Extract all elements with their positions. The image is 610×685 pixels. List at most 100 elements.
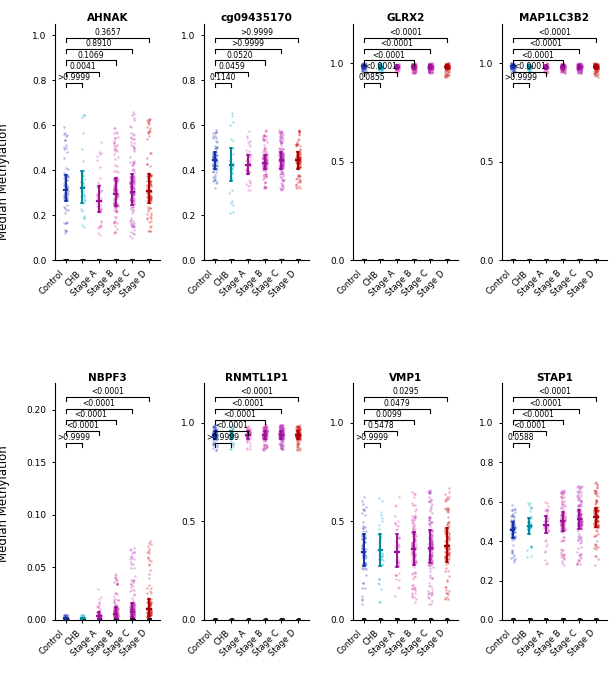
Point xyxy=(558,255,567,266)
Point xyxy=(394,575,404,586)
Point xyxy=(359,559,369,570)
Point xyxy=(424,60,434,71)
Point xyxy=(427,63,437,74)
Point xyxy=(259,163,268,174)
Point xyxy=(526,521,536,532)
Point xyxy=(410,531,420,542)
Point xyxy=(590,58,600,69)
Point xyxy=(444,486,454,497)
Point xyxy=(358,65,368,76)
Point xyxy=(556,520,566,531)
Point xyxy=(558,64,568,75)
Point xyxy=(260,164,270,175)
Point xyxy=(145,601,154,612)
Point xyxy=(127,545,137,556)
Point xyxy=(442,58,452,69)
Point xyxy=(61,255,71,266)
Point xyxy=(393,556,403,567)
Point xyxy=(510,61,520,72)
Point xyxy=(77,614,87,625)
Point xyxy=(523,524,533,535)
Point xyxy=(257,151,267,162)
Point xyxy=(293,430,303,441)
Point xyxy=(295,428,304,439)
Point xyxy=(276,433,285,444)
Point xyxy=(541,59,551,70)
Point xyxy=(590,63,600,74)
Point xyxy=(210,431,220,442)
Point xyxy=(576,66,586,77)
Point xyxy=(92,190,102,201)
Point xyxy=(295,434,305,445)
Point xyxy=(558,255,568,266)
Point xyxy=(392,60,402,71)
Point xyxy=(442,549,452,560)
Point xyxy=(260,425,270,436)
Point xyxy=(260,427,270,438)
Point xyxy=(573,64,583,75)
Point xyxy=(291,140,301,151)
Point xyxy=(126,255,136,266)
Point xyxy=(575,63,584,74)
Point xyxy=(145,614,155,625)
Point xyxy=(441,60,451,71)
Point xyxy=(441,60,451,71)
Point xyxy=(243,614,253,625)
Point xyxy=(425,539,435,550)
Point xyxy=(112,614,121,625)
Point xyxy=(229,116,239,127)
Point xyxy=(278,426,288,437)
Point xyxy=(573,64,583,75)
Point xyxy=(539,66,549,77)
Point xyxy=(556,59,565,70)
Point xyxy=(509,523,519,534)
Point xyxy=(110,605,120,616)
Point xyxy=(508,527,517,538)
Point xyxy=(391,501,401,512)
Point xyxy=(575,63,584,74)
Point xyxy=(292,255,302,266)
Point xyxy=(96,203,106,214)
Point xyxy=(291,154,301,165)
Point xyxy=(509,59,519,70)
Point xyxy=(409,529,418,540)
Point xyxy=(93,606,103,617)
Point xyxy=(110,254,120,265)
Point xyxy=(575,519,584,530)
Point xyxy=(392,60,401,71)
Point xyxy=(276,614,285,625)
Point xyxy=(78,614,88,625)
Point xyxy=(442,554,451,565)
Point xyxy=(110,215,120,226)
Point xyxy=(509,62,519,73)
Point xyxy=(508,60,518,71)
Point xyxy=(113,575,123,586)
Point xyxy=(591,59,601,70)
Point xyxy=(259,423,269,434)
Point xyxy=(209,429,218,440)
Point xyxy=(576,61,586,72)
Point xyxy=(573,492,583,503)
Point xyxy=(592,255,602,266)
Point xyxy=(423,61,433,72)
Point xyxy=(127,603,137,614)
Point xyxy=(127,614,137,625)
Point xyxy=(358,531,368,542)
Point xyxy=(60,135,70,146)
Point xyxy=(228,440,237,451)
Point xyxy=(260,183,270,194)
Point xyxy=(377,255,387,266)
Point xyxy=(508,547,517,558)
Point xyxy=(358,614,368,625)
Point xyxy=(573,554,583,565)
Point xyxy=(426,551,436,562)
Point xyxy=(540,60,550,71)
Point xyxy=(573,65,583,76)
Point xyxy=(524,62,534,73)
Point xyxy=(212,429,221,440)
Point xyxy=(291,429,301,440)
Point xyxy=(245,427,254,438)
Point xyxy=(226,614,236,625)
Point xyxy=(293,614,303,625)
Point xyxy=(558,59,568,70)
